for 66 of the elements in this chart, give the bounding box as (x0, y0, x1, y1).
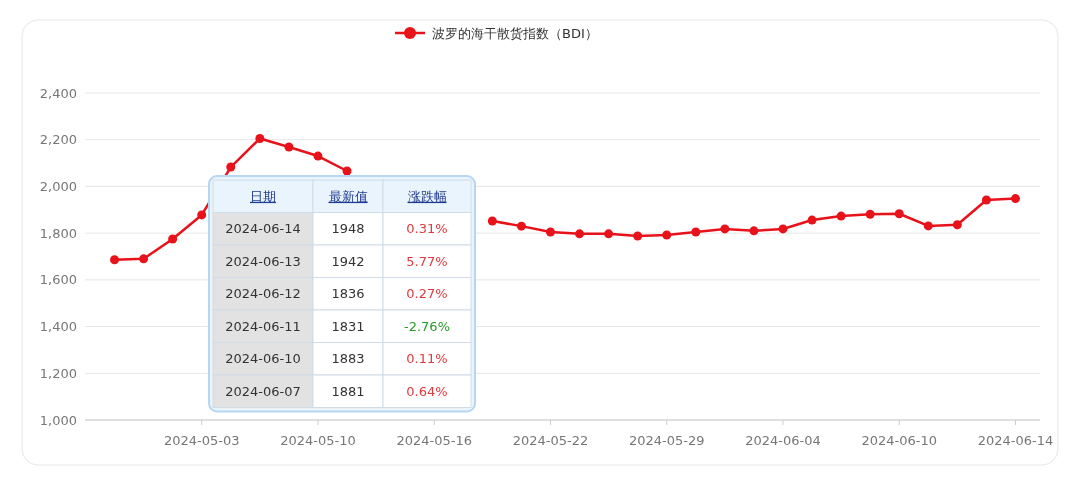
x-tick-label: 2024-06-04 (745, 433, 821, 448)
point (923, 221, 933, 231)
point (720, 224, 730, 234)
point (749, 226, 759, 236)
annotation: 1942 (331, 253, 365, 269)
y-tick-label: 1,600 (39, 272, 77, 288)
x-tick-label: 2024-06-14 (977, 433, 1054, 448)
point (836, 211, 846, 221)
annotation: 1836 (331, 286, 365, 302)
annotation: 0.64% (406, 383, 448, 399)
point (691, 227, 701, 237)
point (313, 151, 323, 161)
point (516, 221, 526, 231)
annotation: 2024-06-07 (225, 383, 301, 399)
x-tick-label: 2024-06-10 (861, 433, 937, 448)
annotation: 1948 (331, 221, 365, 237)
annotation: 日期 (250, 188, 276, 204)
legend-label: 波罗的海干散货指数（BDI） (432, 25, 598, 41)
point (865, 209, 875, 219)
y-tick-label: 1,400 (39, 319, 77, 335)
point (952, 220, 962, 230)
annotation: 5.77% (406, 253, 448, 269)
annotation: 最新值 (328, 188, 368, 204)
point (633, 231, 643, 241)
annotation: -2.76% (404, 318, 450, 334)
annotation: 2024-06-12 (225, 286, 301, 302)
point (981, 195, 991, 205)
y-tick-label: 1,200 (39, 365, 77, 381)
point (139, 254, 149, 264)
point (778, 224, 788, 234)
annotation: 1831 (331, 318, 365, 334)
y-tick-label: 2,000 (39, 178, 77, 194)
point (110, 255, 120, 265)
point (575, 229, 585, 239)
y-tick-label: 1,800 (39, 225, 77, 241)
point (604, 229, 614, 239)
y-tick-label: 2,200 (39, 132, 77, 148)
point (168, 234, 178, 244)
x-tick-label: 2024-05-22 (512, 433, 589, 448)
annotation: 2024-06-14 (225, 221, 301, 237)
annotation: 1881 (331, 383, 365, 399)
annotation: 0.27% (406, 286, 448, 302)
point (662, 230, 672, 240)
point (342, 166, 352, 176)
point (197, 210, 207, 220)
annotation: 涨跌幅 (407, 188, 447, 204)
point (894, 209, 904, 219)
annotation: 2024-06-11 (225, 318, 301, 334)
point (226, 162, 236, 172)
y-tick-label: 2,400 (39, 85, 77, 101)
annotation: 0.11% (406, 351, 448, 367)
x-tick-label: 2024-05-10 (280, 433, 356, 448)
x-tick-label: 2024-05-03 (163, 433, 240, 448)
y-tick-label: 1,000 (39, 412, 77, 428)
annotation: 0.31% (406, 221, 448, 237)
point (255, 134, 265, 144)
point (1010, 194, 1020, 204)
point (487, 216, 497, 226)
annotation: 2024-06-10 (225, 351, 301, 367)
point (807, 215, 817, 225)
point (284, 142, 294, 152)
point (545, 227, 555, 237)
annotation: 1883 (331, 351, 365, 367)
x-tick-label: 2024-05-16 (396, 433, 472, 448)
annotation: 2024-06-13 (225, 253, 301, 269)
x-tick-label: 2024-05-29 (628, 433, 705, 448)
